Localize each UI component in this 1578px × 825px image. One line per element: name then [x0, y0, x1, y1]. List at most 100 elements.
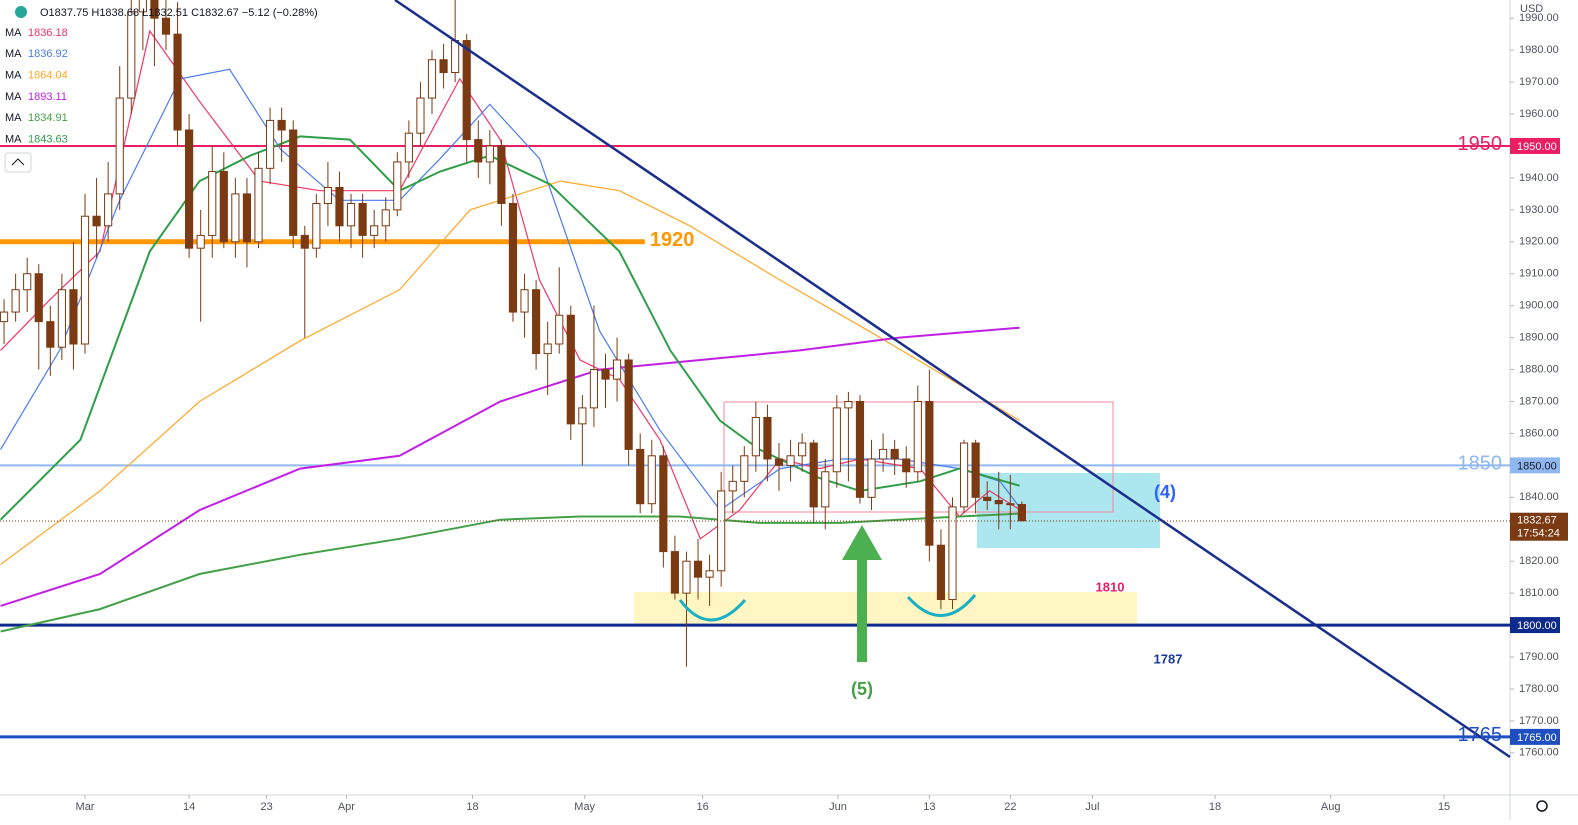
candle-body [173, 33, 182, 131]
candle-body [474, 139, 483, 163]
candle-body [312, 202, 321, 249]
candle-body [636, 448, 645, 505]
candle-body [34, 273, 43, 323]
up-arrow [842, 525, 882, 662]
candle-body [832, 407, 841, 473]
x-tick-label: Aug [1321, 801, 1341, 813]
x-tick-label: 14 [183, 801, 195, 813]
legend: O1837.75 H1838.68 L1832.51 C1832.67 −5.1… [5, 6, 318, 145]
candle-body [497, 145, 506, 204]
candle-body [1006, 503, 1015, 506]
ma-legend-value: 1836.18 [28, 27, 68, 39]
candle-body [277, 119, 286, 131]
ma-legend-value: 1834.91 [28, 112, 68, 124]
candle-body [601, 369, 610, 380]
annotation: 1810 [1096, 579, 1125, 594]
status-dot [15, 6, 27, 18]
candle-body [925, 400, 934, 546]
candle-body [80, 215, 90, 345]
x-tick-label: 23 [260, 801, 272, 813]
countdown: 17:54:24 [1517, 528, 1560, 540]
candle-body [913, 400, 922, 473]
candle-body [855, 400, 865, 498]
candle-body [439, 59, 448, 74]
x-tick-label: 13 [923, 801, 935, 813]
x-tick-label: Jul [1085, 801, 1099, 813]
candle-body [543, 343, 552, 355]
x-tick-label: Mar [76, 801, 95, 813]
candle-body [532, 289, 541, 355]
moving-averages [0, 29, 1021, 633]
candle-body [647, 455, 656, 505]
candle-body [265, 119, 275, 169]
candle-body [890, 448, 899, 460]
level-price-label: 1800.00 [1517, 620, 1557, 632]
level-price-label: 1850.00 [1517, 460, 1557, 472]
ma-legend-name: MA [5, 112, 22, 124]
ohlc-header: O1837.75 H1838.68 L1832.51 C1832.67 −5.1… [40, 7, 318, 19]
y-tick-label: 1790.00 [1519, 651, 1559, 663]
candle-body [0, 311, 9, 323]
ma-line [0, 68, 1021, 511]
candle-body [844, 400, 853, 409]
level-label: 1850 [1458, 453, 1503, 475]
level-label: 1765 [1458, 724, 1503, 746]
candles [0, 0, 1026, 667]
ma-legend-name: MA [5, 70, 22, 82]
y-tick-label: 1820.00 [1519, 555, 1559, 567]
candle-body [462, 40, 471, 141]
candle-body [254, 167, 263, 243]
level-price-box [1510, 728, 1560, 745]
candle-body [451, 40, 460, 74]
candle-body [11, 289, 20, 313]
candle-body [219, 171, 228, 243]
candle-body [335, 186, 344, 227]
level-label: 1950 [1458, 133, 1503, 155]
candle-body [323, 186, 332, 204]
collapse-button[interactable] [4, 152, 32, 173]
ma-legend-name: MA [5, 48, 22, 60]
annotations: 1950 1920 1850 1765 1810 1787 (4) (5) [650, 133, 1502, 746]
candle-body [69, 289, 78, 345]
y-tick-label: 1920.00 [1519, 236, 1559, 248]
x-tick-label: 18 [466, 801, 478, 813]
ma-legend-value: 1864.04 [28, 70, 68, 82]
candle-body [566, 314, 575, 425]
x-tick-label: May [574, 801, 595, 813]
candle-body [242, 193, 252, 243]
settings-button[interactable] [1536, 800, 1548, 812]
candle-body [763, 416, 772, 460]
y-tick-label: 1880.00 [1519, 363, 1559, 375]
collapse-icon [11, 158, 25, 166]
candle-body [508, 202, 518, 313]
candle-body [774, 458, 784, 466]
y-tick-label: 1770.00 [1519, 715, 1559, 727]
x-tick-label: Jun [829, 801, 847, 813]
y-tick-label: 1840.00 [1519, 491, 1559, 503]
levels [0, 144, 1510, 739]
ma-legend-name: MA [5, 27, 22, 39]
candle-body [185, 129, 194, 249]
price-axis: USD 1760.00 1770.00 1780.00 1790.00 1810.00 1… [1510, 3, 1568, 759]
candle-body [659, 455, 668, 553]
y-tick-label: 1810.00 [1519, 587, 1559, 599]
candle-body [624, 359, 633, 450]
candle-body [936, 544, 946, 601]
candle-body [404, 132, 413, 163]
candle-body [994, 500, 1003, 505]
candle-body [92, 215, 101, 227]
drawings [634, 401, 1160, 625]
candle-body [208, 171, 217, 236]
candle-body [821, 471, 830, 508]
bottom-curve [678, 599, 747, 622]
candle-body [300, 234, 309, 249]
y-tick-label: 1760.00 [1519, 747, 1559, 759]
candle-body [867, 458, 876, 498]
candle-body [150, 0, 159, 19]
x-tick-label: 22 [1004, 801, 1016, 813]
currency[interactable]: USD [1520, 3, 1543, 15]
last-price-box [1510, 512, 1568, 541]
target-zone [977, 473, 1160, 548]
